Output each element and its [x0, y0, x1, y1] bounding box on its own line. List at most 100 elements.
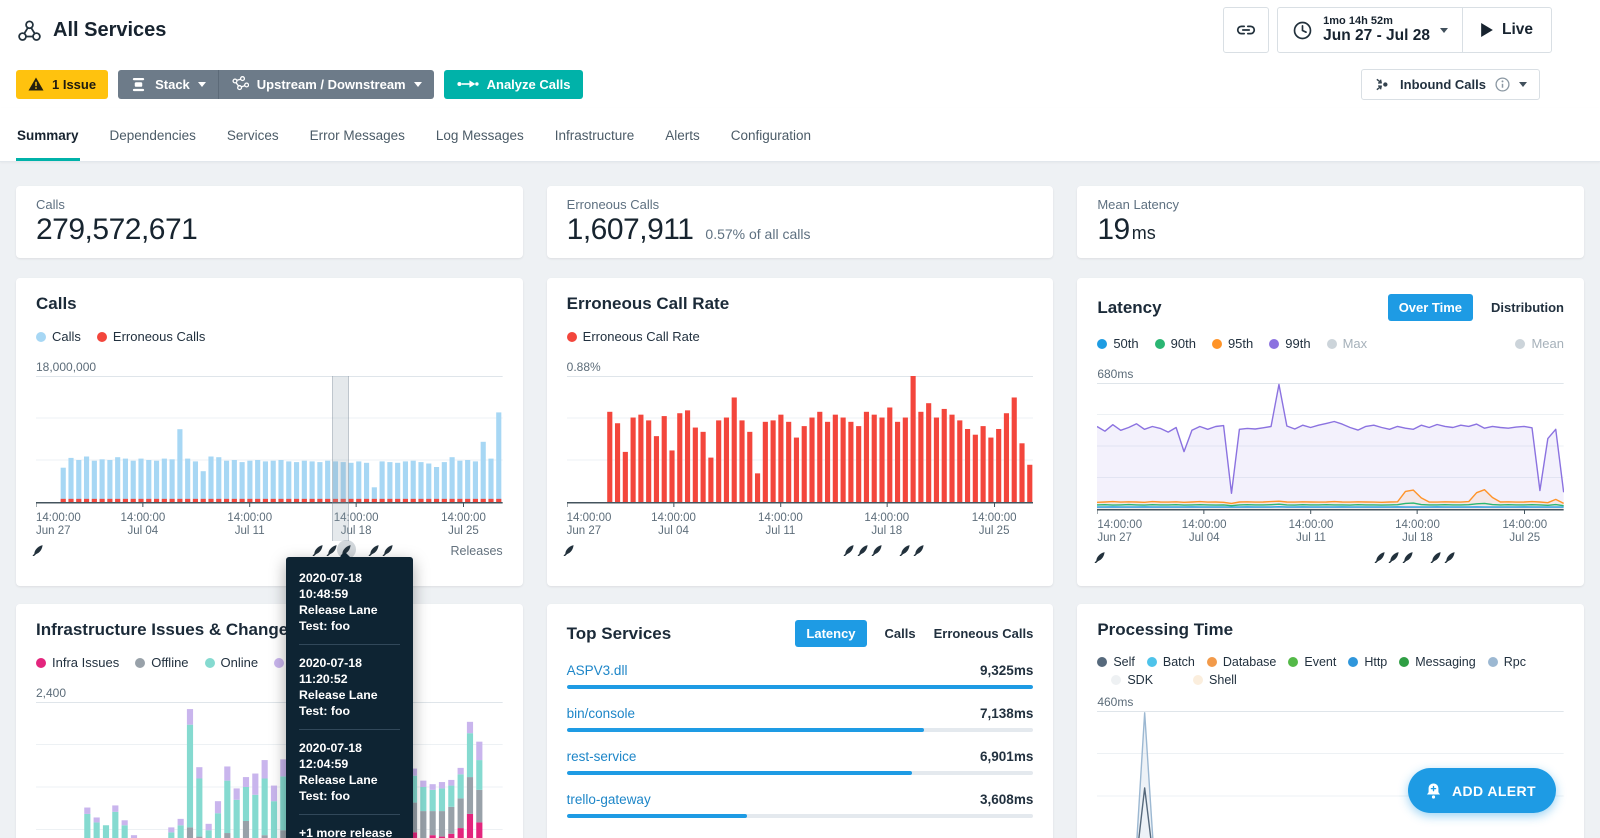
service-row: bin/console 7,138ms — [566, 706, 1034, 732]
legend-item-50th[interactable]: 50th — [1097, 336, 1139, 351]
release-entry: 2020-07-18 10:48:59 Release Lane Test: f… — [299, 568, 400, 636]
release-rocket-icon[interactable] — [1094, 550, 1107, 563]
x-tick-label: 14:00:00 Jul 04 — [651, 512, 696, 537]
issue-badge[interactable]: 1 Issue — [16, 69, 109, 99]
erroneous-call-rate-card: Erroneous Call Rate Erroneous Call Rate … — [546, 278, 1054, 586]
share-link-button[interactable] — [1223, 7, 1270, 53]
release-rocket-icon[interactable] — [326, 543, 339, 556]
legend-item-90th[interactable]: 90th — [1154, 336, 1196, 351]
error-rate-chart-plot[interactable] — [566, 376, 1034, 508]
tab-error-messages[interactable]: Error Messages — [309, 128, 405, 143]
legend-item-database[interactable]: Database — [1206, 655, 1276, 669]
legend-item-event[interactable]: Event — [1288, 655, 1336, 669]
analyze-calls-button[interactable]: Analyze Calls — [443, 69, 584, 99]
legend-item-95th[interactable]: 95th — [1211, 336, 1253, 351]
distribution-toggle[interactable]: Distribution — [1491, 300, 1564, 315]
x-tick-label: 14:00:00 Jun 27 — [1097, 519, 1143, 544]
release-rocket-icon[interactable] — [1374, 550, 1387, 563]
service-link[interactable]: ASPV3.dll — [566, 663, 628, 678]
legend-dot — [566, 331, 577, 342]
tab-summary[interactable]: Summary — [16, 128, 80, 161]
legend-dot — [1348, 657, 1359, 667]
tab-infrastructure[interactable]: Infrastructure — [554, 128, 635, 143]
service-link[interactable]: bin/console — [566, 706, 635, 721]
service-bar-fill — [566, 728, 925, 732]
releases-row — [563, 541, 1034, 561]
x-tick-label: 14:00:00 Jul 25 — [971, 512, 1017, 537]
release-rocket-icon[interactable] — [1388, 550, 1401, 563]
service-link[interactable]: trello-gateway — [566, 792, 651, 807]
release-rocket-icon[interactable] — [1444, 550, 1457, 563]
stack-dropdown[interactable]: Stack — [118, 70, 218, 99]
release-rocket-icon[interactable] — [1430, 550, 1443, 563]
legend-item-mean[interactable]: Mean — [1515, 336, 1564, 351]
release-rocket-icon[interactable] — [563, 543, 576, 556]
metric-latency-toggle[interactable]: Latency — [795, 620, 867, 647]
legend-item-99th[interactable]: 99th — [1269, 336, 1311, 351]
tab-alerts[interactable]: Alerts — [665, 128, 700, 143]
legend-dot — [96, 331, 107, 342]
release-rocket-icon[interactable] — [857, 543, 870, 556]
over-time-toggle[interactable]: Over Time — [1387, 294, 1474, 321]
add-alert-button[interactable]: ADD ALERT — [1408, 768, 1556, 813]
x-axis — [566, 502, 1034, 507]
legend-item-shell[interactable]: Shell — [1193, 673, 1237, 687]
release-rocket-icon[interactable] — [368, 543, 381, 556]
release-rocket-icon[interactable] — [32, 543, 45, 556]
releases-row: Releases — [32, 540, 503, 561]
legend-item-http[interactable]: Http — [1348, 655, 1387, 669]
tab-log-messages[interactable]: Log Messages — [435, 128, 524, 143]
legend-item-online[interactable]: Online — [204, 655, 258, 670]
legend-item-self[interactable]: Self — [1097, 655, 1135, 669]
legend-item-messaging[interactable]: Messaging — [1399, 655, 1476, 669]
latency-chart-plot[interactable] — [1097, 383, 1564, 515]
tab-dependencies[interactable]: Dependencies — [109, 128, 196, 143]
metric-erroneous-calls-toggle[interactable]: Erroneous Calls — [933, 626, 1034, 641]
legend-item-sdk[interactable]: SDK — [1111, 673, 1153, 687]
upstream-downstream-dropdown[interactable]: Upstream / Downstream — [217, 69, 434, 99]
release-rocket-icon[interactable] — [382, 543, 395, 556]
service-bar-track — [566, 728, 1034, 732]
release-rocket-icon[interactable] — [899, 543, 912, 556]
release-rocket-icon[interactable] — [871, 543, 884, 556]
release-rocket-icon[interactable] — [843, 543, 856, 556]
legend-item-erroneous-call-rate[interactable]: Erroneous Call Rate — [566, 329, 700, 344]
release-rocket-icon[interactable] — [913, 543, 926, 556]
infra-chart-plot[interactable] — [36, 702, 503, 838]
live-button[interactable]: Live — [1461, 8, 1551, 52]
divider — [299, 729, 400, 730]
kpi-label: Mean Latency — [1097, 197, 1179, 212]
release-time: 2020-07-18 12:04:59 — [299, 741, 362, 771]
release-text: Release Lane Test: foo — [299, 603, 378, 633]
legend-dot — [1487, 657, 1498, 667]
x-axis-labels: 14:00:00 Jun 27 14:00:00 Jul 04 14:00:00 Jul … — [1097, 515, 1564, 545]
time-duration: 1mo 14h 52m — [1323, 14, 1393, 27]
calls-chart-plot[interactable] — [36, 376, 503, 508]
legend-item-erroneous-calls[interactable]: Erroneous Calls — [96, 329, 205, 344]
x-axis-labels: 14:00:00 Jun 27 14:00:00 Jul 04 14:00:00 Jul … — [567, 508, 1034, 538]
bars-Erroneous Call Rate — [606, 376, 1033, 502]
service-link[interactable]: rest-service — [566, 749, 637, 764]
metric-calls-toggle[interactable]: Calls — [884, 626, 916, 641]
page-title-group: All Services — [16, 19, 166, 42]
top-services-list: ASPV3.dll 9,325ms bin/console 7,138ms re… — [566, 663, 1034, 818]
line-90th — [1097, 502, 1564, 507]
tab-bar: Summary Dependencies Services Error Mess… — [0, 108, 1600, 162]
release-rocket-icon[interactable] — [1402, 550, 1415, 563]
legend-item-calls[interactable]: Calls — [36, 329, 81, 344]
legend-item-max[interactable]: Max — [1326, 336, 1367, 351]
inbound-calls-dropdown[interactable]: Inbound Calls — [1361, 68, 1540, 100]
legend-item-batch[interactable]: Batch — [1146, 655, 1195, 669]
legend-item-infra-issues[interactable]: Infra Issues — [36, 655, 119, 670]
tab-configuration[interactable]: Configuration — [730, 128, 812, 143]
page-title: All Services — [53, 18, 167, 41]
legend-dot — [1288, 657, 1299, 667]
legend-item-rpc[interactable]: Rpc — [1487, 655, 1526, 669]
legend-item-offline[interactable]: Offline — [135, 655, 189, 670]
x-tick-label: 14:00:00 Jul 04 — [1181, 519, 1227, 544]
legend-dot — [36, 331, 46, 342]
release-rocket-icon[interactable] — [312, 543, 325, 556]
tab-services[interactable]: Services — [226, 128, 279, 143]
time-range-selector[interactable]: 1mo 14h 52m Jun 27 - Jul 28 — [1278, 8, 1462, 52]
legend-dot — [274, 657, 285, 668]
